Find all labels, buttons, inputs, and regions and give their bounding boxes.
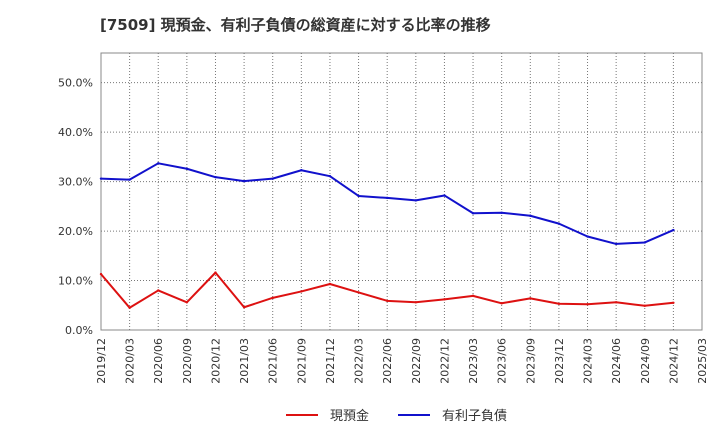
y-tick-label: 10.0% [58,275,93,288]
data-point [128,306,131,309]
data-point [414,301,418,304]
x-tick-label: 2020/03 [124,338,137,384]
y-tick-label: 0.0% [65,324,93,337]
data-point [443,298,446,301]
legend-label: 有利子負債 [442,409,507,424]
data-point [214,175,217,179]
x-tick-label: 2025/03 [696,338,709,384]
y-tick-label: 30.0% [58,176,93,189]
data-point [471,294,475,298]
x-tick-label: 2022/12 [438,338,451,384]
data-point [586,235,589,238]
axes: 0.0% 10.0% 20.0% 30.0% 40.0% 50.0% 2019/12 2020… [58,77,709,384]
legend-label: 現預金 [330,408,369,424]
data-point [128,178,131,181]
data-point [529,214,532,217]
data-point [672,228,675,232]
data-point [157,289,160,292]
x-tick-label: 2020/09 [181,338,194,384]
x-tick-label: 2024/09 [639,338,652,384]
data-point [214,271,217,274]
data-point [643,304,646,307]
data-point [300,169,303,172]
data-point [185,167,189,170]
x-tick-label: 2022/06 [381,338,394,384]
legend: 現預金 有利子負債 [286,408,507,424]
x-tick-label: 2021/09 [295,338,308,384]
data-point [557,222,561,225]
x-tick-label: 2024/12 [667,338,680,384]
data-point [328,282,332,286]
series [99,162,675,309]
data-point [614,242,618,246]
data-point [414,199,418,202]
x-tick-label: 2021/06 [267,338,280,384]
data-point [357,194,360,198]
data-point [242,179,246,183]
x-tick-label: 2020/06 [152,338,165,384]
data-point [300,290,303,293]
x-tick-label: 2023/06 [496,338,509,384]
data-point [500,302,503,305]
data-point [529,297,532,300]
data-point [99,272,103,276]
x-tick-label: 2019/12 [95,338,108,384]
x-tick-label: 2022/09 [410,338,423,384]
y-tick-label: 50.0% [58,77,93,90]
x-tick-label: 2021/12 [324,338,337,384]
data-point [271,296,274,300]
x-tick-label: 2024/03 [582,338,595,384]
data-point [471,212,475,215]
data-point [443,194,446,197]
data-point [672,301,675,304]
data-point [614,301,618,304]
grid [100,52,703,331]
x-tick-label: 2023/03 [467,338,480,384]
data-point [500,211,503,214]
x-tick-label: 2020/12 [209,338,222,384]
data-point [385,299,389,303]
data-point [557,302,561,305]
data-point [185,301,189,304]
x-tick-label: 2021/03 [238,338,251,384]
data-point [157,162,160,165]
data-point [99,177,103,180]
x-tick-label: 2023/09 [524,338,537,384]
y-tick-label: 40.0% [58,126,93,139]
data-point [586,303,589,306]
data-point [328,174,332,178]
x-tick-label: 2024/06 [610,338,623,384]
y-tick-label: 20.0% [58,225,93,238]
data-point [271,177,274,180]
data-point [643,241,646,244]
chart-title: [7509] 現預金、有利子負債の総資産に対する比率の推移 [100,16,491,34]
data-point [357,291,360,294]
plot-area [100,52,703,331]
data-point [242,306,246,309]
x-tick-label: 2022/03 [353,338,366,384]
data-point [385,196,389,200]
x-tick-label: 2023/12 [553,338,566,384]
